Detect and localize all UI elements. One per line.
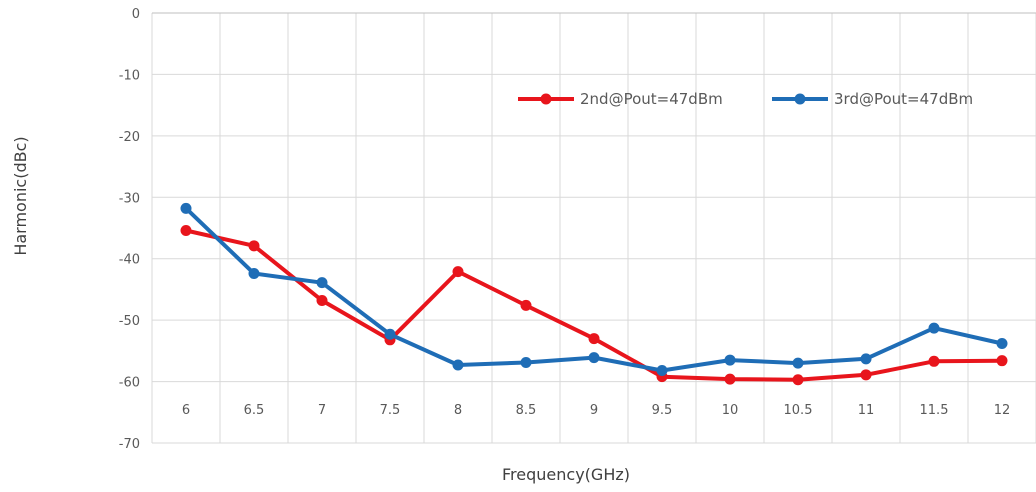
legend-item: 2nd@Pout=47dBm	[518, 90, 723, 108]
data-point	[588, 333, 600, 345]
data-point	[588, 352, 600, 364]
x-tick-label: 8.5	[516, 403, 537, 418]
x-tick-label: 10	[722, 403, 739, 418]
data-point	[520, 299, 532, 311]
x-tick-label: 9	[590, 403, 598, 418]
chart-series	[180, 202, 1008, 386]
data-point	[180, 224, 192, 236]
data-point	[248, 267, 260, 279]
data-point	[928, 355, 940, 367]
y-tick-label: -40	[119, 253, 140, 268]
data-point	[316, 277, 328, 289]
y-tick-label: -20	[119, 130, 140, 145]
y-tick-label: -30	[119, 191, 140, 206]
x-tick-label: 7	[318, 403, 326, 418]
x-tick-label: 7.5	[380, 403, 401, 418]
y-tick-label: 0	[132, 7, 140, 22]
data-point	[996, 355, 1008, 367]
y-tick-label: -70	[119, 437, 140, 452]
x-tick-label: 11	[858, 403, 875, 418]
x-tick-label: 8	[454, 403, 462, 418]
data-point	[452, 266, 464, 278]
data-point	[996, 337, 1008, 349]
x-tick-label: 11.5	[920, 403, 949, 418]
data-point	[248, 240, 260, 252]
data-point	[792, 374, 804, 386]
x-tick-label: 6	[182, 403, 190, 418]
legend: 2nd@Pout=47dBm 3rd@Pout=47dBm	[518, 90, 973, 108]
data-point	[452, 359, 464, 371]
data-point	[384, 328, 396, 340]
x-tick-label: 10.5	[784, 403, 813, 418]
y-tick-label: -10	[119, 68, 140, 83]
legend-label: 3rd@Pout=47dBm	[834, 90, 973, 108]
data-point	[860, 369, 872, 381]
data-point	[724, 354, 736, 366]
series-2	[180, 202, 1008, 377]
data-point	[520, 357, 532, 369]
data-point	[656, 365, 668, 377]
legend-label: 2nd@Pout=47dBm	[580, 90, 723, 108]
x-tick-label: 12	[994, 403, 1011, 418]
y-tick-label: -60	[119, 376, 140, 391]
data-point	[860, 353, 872, 365]
x-axis-title: Frequency(GHz)	[502, 465, 630, 484]
data-point	[724, 373, 736, 385]
y-axis-title: Harmonic(dBc)	[11, 136, 30, 255]
data-point	[316, 294, 328, 306]
data-point	[928, 322, 940, 334]
x-tick-label: 6.5	[244, 403, 265, 418]
y-tick-labels: 0 -10 -20 -30 -40 -50 -60 -70	[119, 7, 140, 452]
x-tick-labels: 6 6.5 7 7.5 8 8.5 9 9.5 10 10.5 11 11.5 12	[182, 403, 1010, 418]
legend-swatch-marker	[794, 93, 806, 105]
grid-lines	[151, 12, 1036, 444]
legend-swatch-marker	[540, 93, 552, 105]
x-tick-label: 9.5	[652, 403, 673, 418]
y-tick-label: -50	[119, 314, 140, 329]
data-point	[792, 357, 804, 369]
data-point	[180, 202, 192, 214]
legend-item: 3rd@Pout=47dBm	[772, 90, 973, 108]
